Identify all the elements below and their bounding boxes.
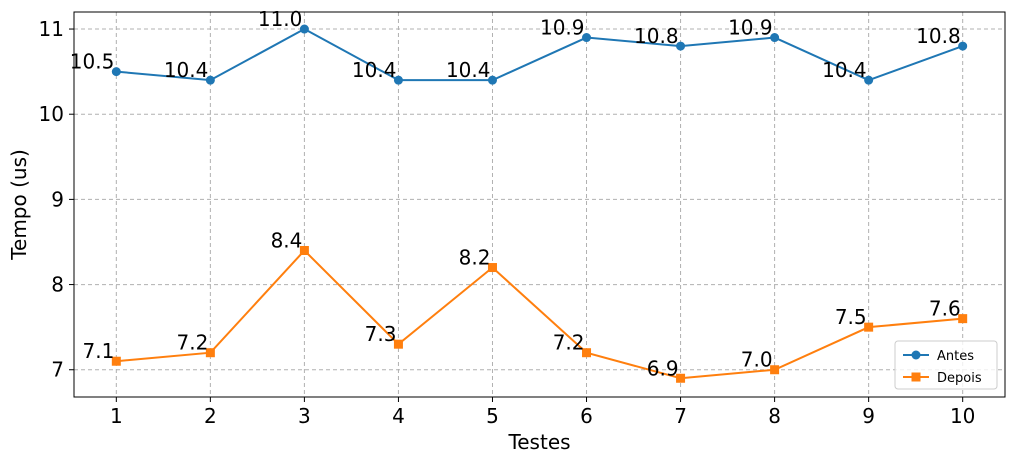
data-point-depois — [582, 348, 592, 358]
data-label-antes: 10.4 — [822, 58, 867, 82]
legend-label-depois: Depois — [937, 371, 982, 386]
x-tick-label: 3 — [298, 404, 311, 428]
data-label-antes: 10.8 — [916, 24, 961, 48]
series-line-depois — [116, 249, 963, 380]
legend-marker-antes — [911, 350, 921, 360]
data-point-antes — [299, 24, 309, 34]
data-point-depois — [111, 356, 121, 366]
plot-area-frame — [73, 11, 1006, 398]
data-label-depois: 6.9 — [647, 356, 679, 380]
series-group — [111, 24, 968, 383]
data-label-depois: 8.4 — [271, 228, 303, 252]
x-tick-label: 5 — [486, 404, 499, 428]
data-point-depois — [487, 263, 497, 273]
data-label-depois: 7.3 — [365, 322, 397, 346]
y-axis-label: Tempo (us) — [7, 149, 31, 261]
data-point-antes — [676, 41, 686, 51]
legend-label-antes: Antes — [937, 349, 974, 364]
data-point-depois — [299, 245, 309, 255]
x-tick-label: 8 — [768, 404, 781, 428]
x-tick-label: 7 — [674, 404, 687, 428]
x-tick-label: 9 — [862, 404, 875, 428]
data-point-antes — [111, 67, 121, 77]
data-label-depois: 7.2 — [553, 331, 585, 355]
legend-marker-depois — [911, 372, 921, 382]
data-point-antes — [770, 33, 780, 43]
data-point-antes — [582, 33, 592, 43]
data-label-antes: 10.4 — [446, 58, 491, 82]
data-point-depois — [770, 365, 780, 375]
y-tick-label: 10 — [39, 102, 64, 126]
data-point-depois — [864, 322, 874, 332]
x-tick-label: 1 — [110, 404, 123, 428]
data-label-antes: 10.4 — [164, 58, 209, 82]
data-label-antes: 10.8 — [634, 24, 679, 48]
x-axis-ticks: 1 2 3 4 5 6 7 8 9 10 — [110, 397, 975, 428]
legend: Antes Depois — [894, 340, 998, 390]
x-tick-label: 4 — [392, 404, 405, 428]
data-label-antes: 10.4 — [352, 58, 397, 82]
data-point-antes — [487, 75, 497, 85]
x-tick-label: 10 — [950, 404, 975, 428]
y-tick-label: 7 — [51, 358, 64, 382]
y-tick-label: 11 — [39, 17, 64, 41]
y-tick-label: 8 — [51, 273, 64, 297]
y-axis-ticks: 7 8 9 10 11 — [39, 17, 74, 382]
data-point-depois — [393, 339, 403, 349]
series-line-antes — [116, 27, 964, 82]
data-point-antes — [205, 75, 215, 85]
data-point-depois — [205, 348, 215, 358]
x-tick-label: 6 — [580, 404, 593, 428]
data-point-antes — [393, 75, 403, 85]
data-label-depois: 7.0 — [741, 348, 773, 372]
data-point-depois — [958, 314, 968, 324]
data-point-antes — [958, 41, 968, 51]
data-label-antes: 10.9 — [540, 16, 585, 40]
data-label-depois: 7.6 — [929, 297, 961, 321]
data-point-depois — [676, 373, 686, 383]
data-point-antes — [864, 75, 874, 85]
data-label-antes: 10.9 — [728, 16, 773, 40]
data-label-antes: 11.0 — [258, 7, 303, 31]
data-label-depois: 7.2 — [177, 331, 209, 355]
data-label-depois: 8.2 — [459, 246, 491, 270]
data-labels: 10.5 10.4 11.0 10.4 10.4 10.9 10.8 10.9 10.4 10.8… — [70, 7, 961, 380]
data-label-depois: 7.5 — [835, 305, 867, 329]
x-axis-label: Testes — [507, 430, 570, 454]
data-label-antes: 10.5 — [70, 50, 115, 74]
y-tick-label: 9 — [51, 187, 64, 211]
x-tick-label: 2 — [204, 404, 217, 428]
data-label-depois: 7.1 — [83, 339, 115, 363]
